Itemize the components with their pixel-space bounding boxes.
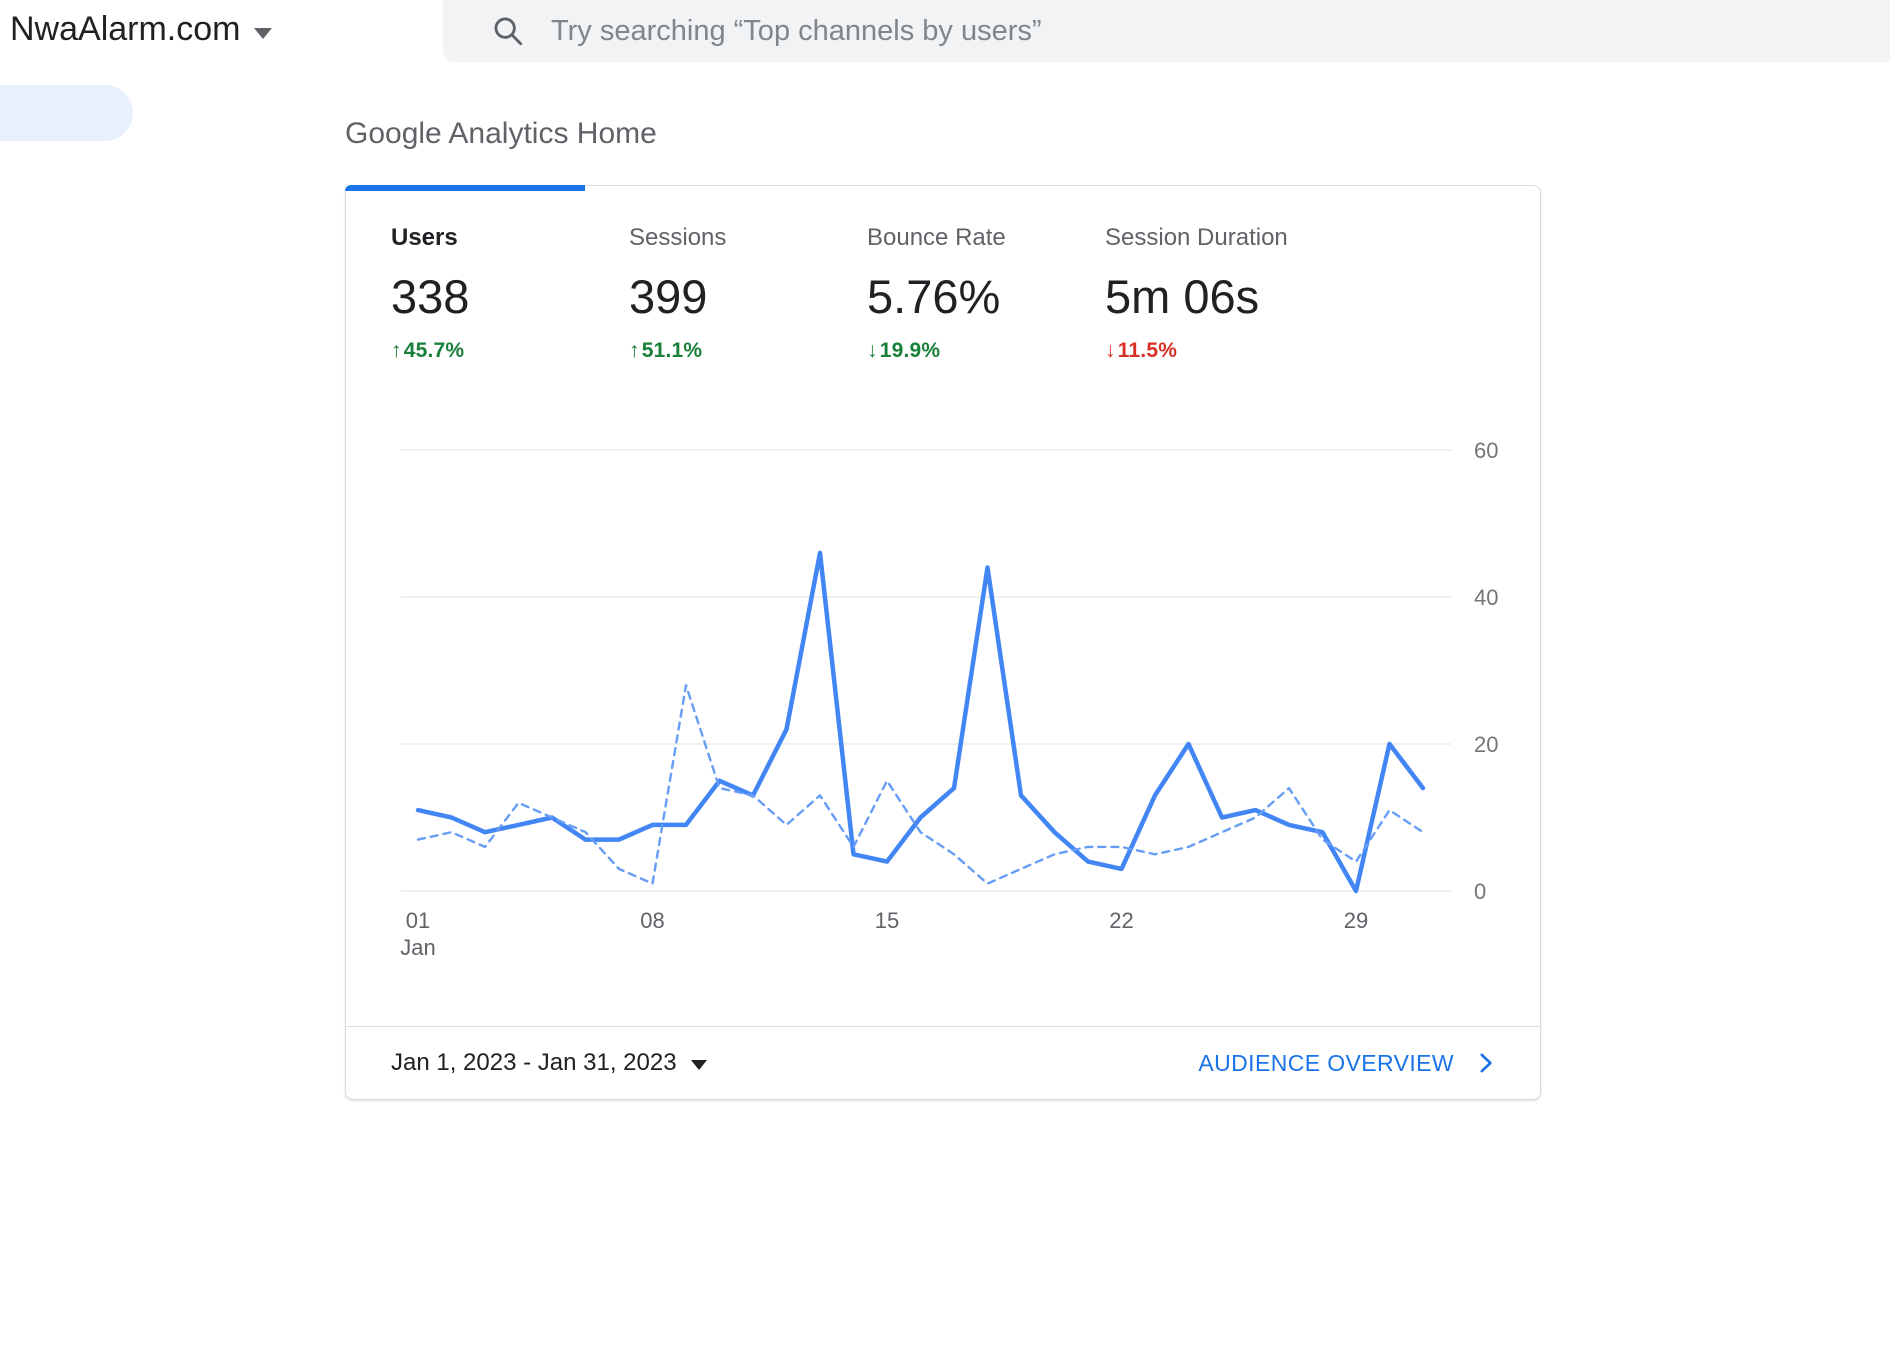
x-axis-label: 22 bbox=[1109, 908, 1133, 933]
metric-label: Users bbox=[391, 224, 458, 251]
date-range-selector[interactable]: Jan 1, 2023 - Jan 31, 2023 bbox=[391, 1049, 707, 1077]
x-axis-label: 08 bbox=[640, 908, 664, 933]
metric-delta: ↓19.9% bbox=[867, 339, 1105, 363]
trend-up-icon: ↑ bbox=[629, 339, 640, 362]
series-previous-period bbox=[416, 683, 1425, 885]
x-axis-sublabel: Jan bbox=[400, 935, 435, 960]
traffic-chart: 0 20 40 60 01 Jan 08 15 22 29 bbox=[346, 436, 1542, 966]
metric-delta: ↑51.1% bbox=[629, 339, 867, 363]
audience-overview-label: AUDIENCE OVERVIEW bbox=[1198, 1049, 1454, 1076]
metric-delta-text: 19.9% bbox=[879, 339, 941, 362]
property-selector[interactable]: NwaAlarm.com bbox=[10, 10, 273, 49]
overview-card: Users 338 ↑45.7% Sessions 399 ↑51.1% Bou… bbox=[345, 185, 1541, 1100]
metric-tab-bounce-rate[interactable]: Bounce Rate 5.76% ↓19.9% bbox=[867, 224, 1105, 363]
search-icon[interactable] bbox=[491, 14, 525, 48]
trend-down-icon: ↓ bbox=[867, 339, 878, 362]
y-axis-label: 0 bbox=[1474, 879, 1486, 904]
metrics-row: Users 338 ↑45.7% Sessions 399 ↑51.1% Bou… bbox=[391, 224, 1343, 363]
x-axis-label: 29 bbox=[1344, 908, 1368, 933]
metric-label: Session Duration bbox=[1105, 224, 1288, 251]
series-current-period bbox=[415, 550, 1426, 894]
metric-value: 5.76% bbox=[867, 270, 1001, 323]
metric-delta-text: 51.1% bbox=[641, 339, 703, 362]
metric-delta: ↑45.7% bbox=[391, 339, 629, 363]
property-name: NwaAlarm.com bbox=[10, 10, 241, 48]
y-axis-label: 20 bbox=[1474, 732, 1498, 757]
metric-value: 399 bbox=[629, 270, 708, 323]
metric-label: Bounce Rate bbox=[867, 224, 1006, 251]
x-axis-label: 15 bbox=[875, 908, 899, 933]
chevron-down-icon bbox=[690, 1060, 707, 1070]
metric-delta-text: 11.5% bbox=[1117, 339, 1178, 362]
metric-delta: ↓11.5% bbox=[1105, 339, 1343, 363]
search-bar[interactable] bbox=[443, 0, 1890, 62]
metric-value: 338 bbox=[391, 270, 470, 323]
metric-label: Sessions bbox=[629, 224, 727, 251]
card-footer: Jan 1, 2023 - Jan 31, 2023 AUDIENCE OVER… bbox=[346, 1026, 1540, 1099]
x-axis-label: 01 bbox=[406, 908, 430, 933]
metric-tab-users[interactable]: Users 338 ↑45.7% bbox=[391, 224, 629, 363]
chevron-right-icon bbox=[1480, 1053, 1492, 1073]
search-input[interactable] bbox=[551, 14, 1651, 48]
metric-value: 5m 06s bbox=[1105, 270, 1260, 323]
trend-down-icon: ↓ bbox=[1105, 339, 1116, 362]
chevron-down-icon bbox=[254, 28, 273, 39]
metric-tab-session-duration[interactable]: Session Duration 5m 06s ↓11.5% bbox=[1105, 224, 1343, 363]
sidebar-home-pill[interactable] bbox=[0, 85, 133, 141]
top-bar: NwaAlarm.com bbox=[0, 0, 1890, 70]
audience-overview-link[interactable]: AUDIENCE OVERVIEW bbox=[1198, 1050, 1498, 1077]
page-title: Google Analytics Home bbox=[345, 117, 657, 150]
metric-delta-text: 45.7% bbox=[403, 339, 465, 362]
active-tab-indicator bbox=[345, 185, 585, 191]
y-axis-label: 60 bbox=[1474, 438, 1498, 463]
date-range-label: Jan 1, 2023 - Jan 31, 2023 bbox=[391, 1049, 677, 1076]
metric-tab-sessions[interactable]: Sessions 399 ↑51.1% bbox=[629, 224, 867, 363]
trend-up-icon: ↑ bbox=[391, 339, 402, 362]
y-axis-label: 40 bbox=[1474, 585, 1498, 610]
